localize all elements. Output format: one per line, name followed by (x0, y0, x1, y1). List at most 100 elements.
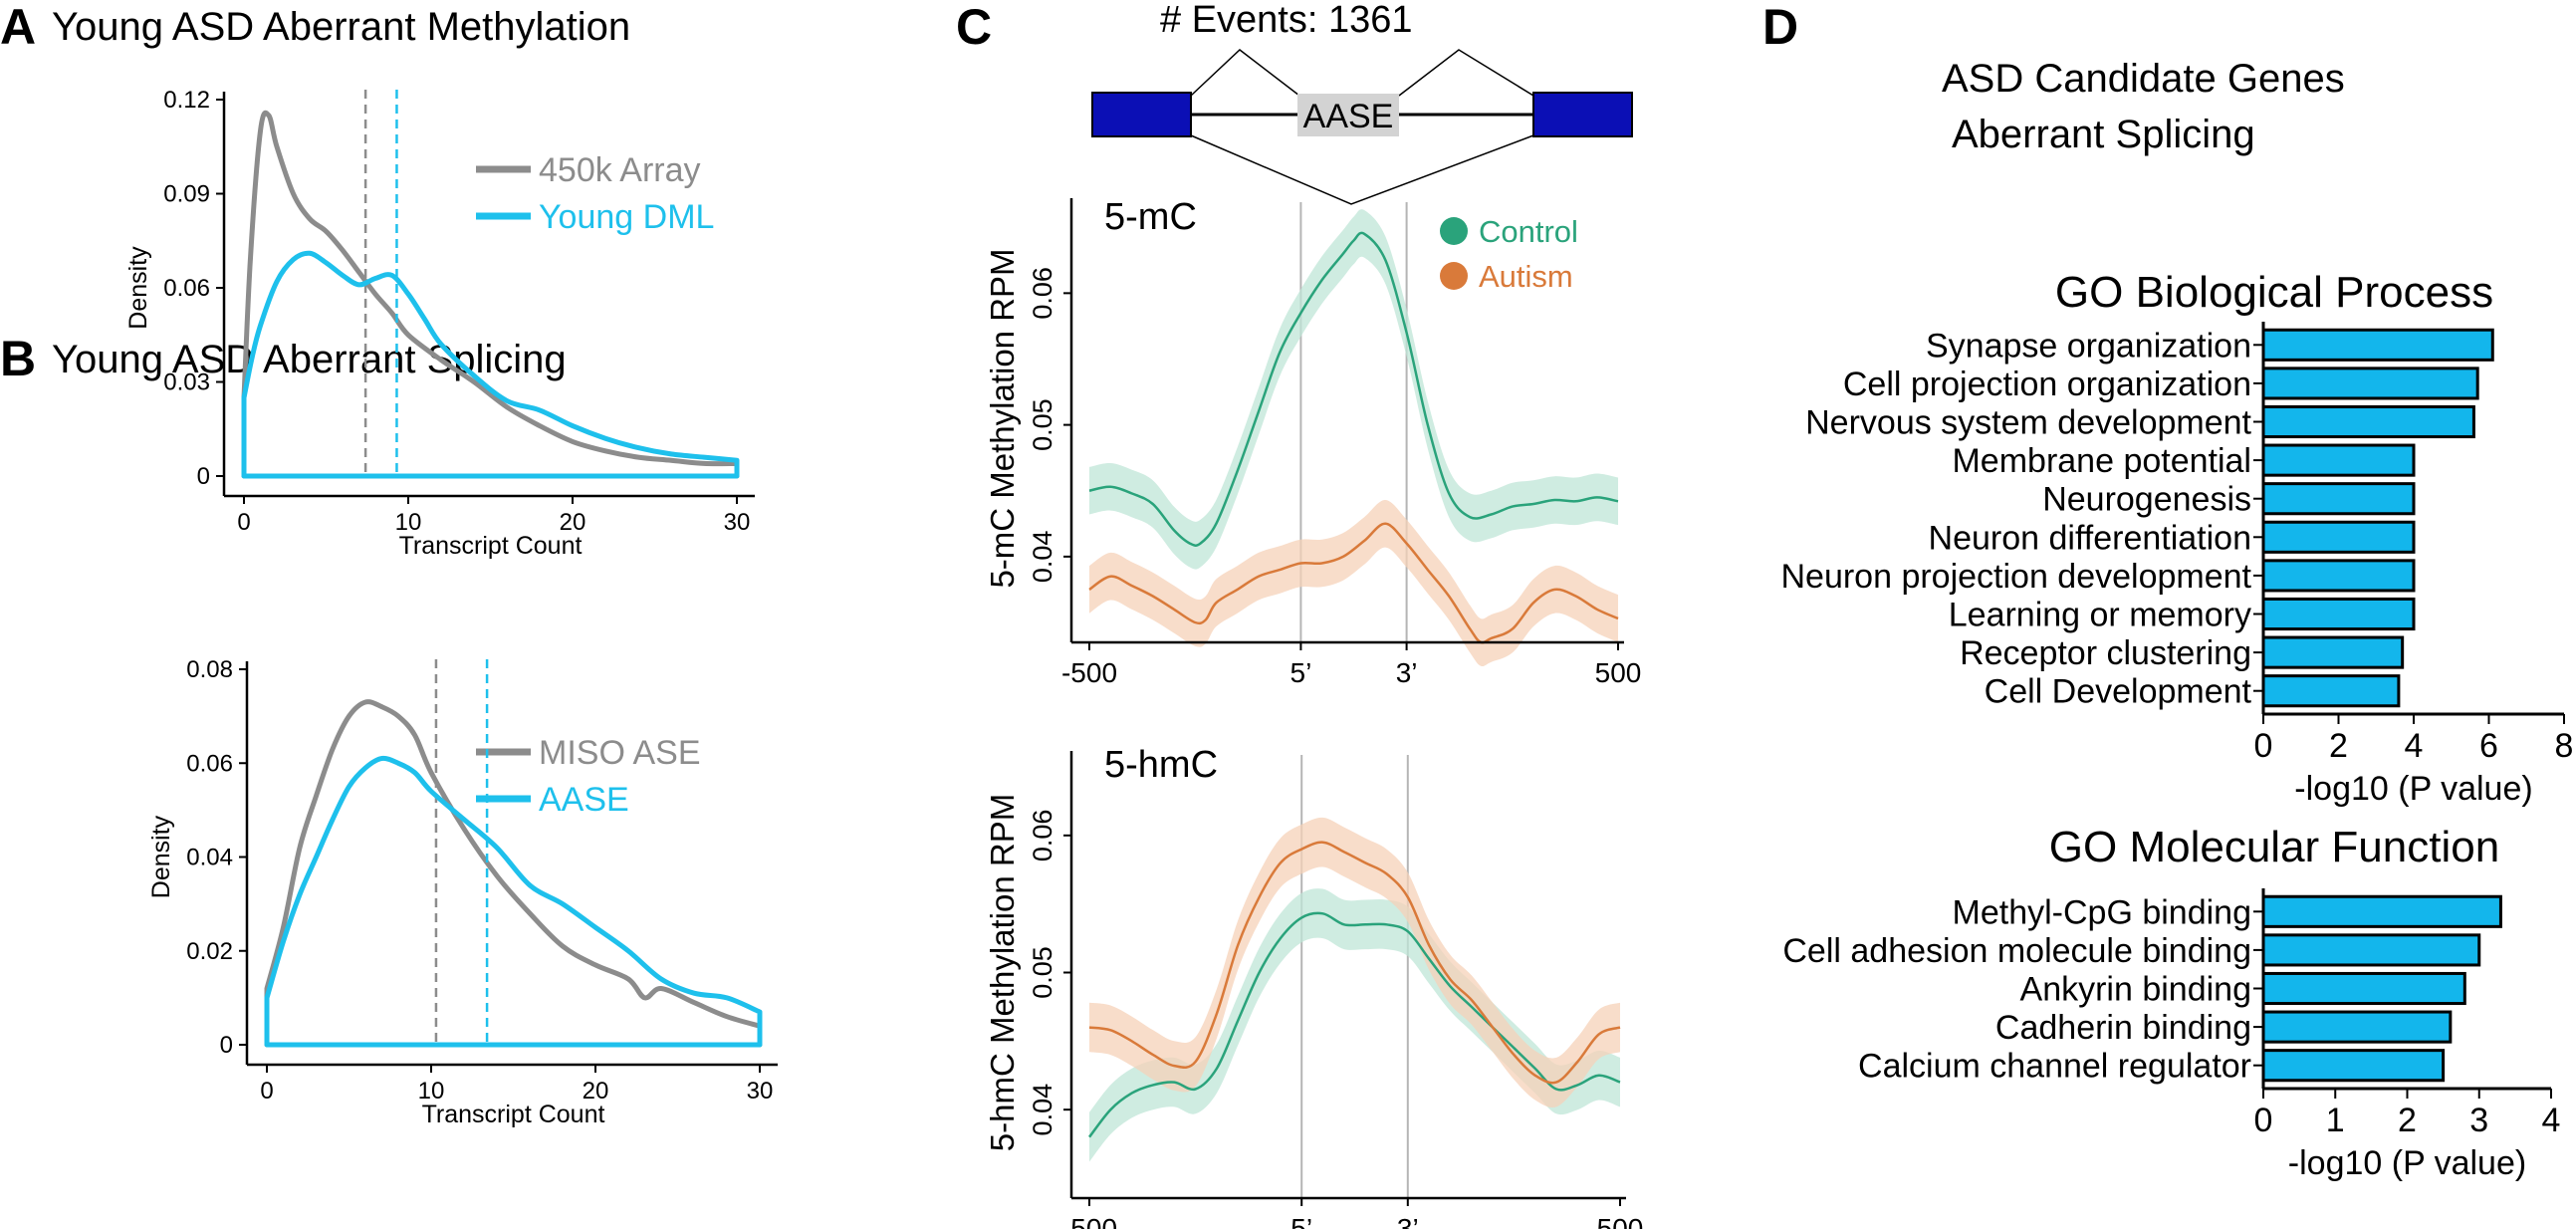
bar (2261, 328, 2494, 362)
aase-exon (1297, 94, 1399, 136)
exon-left (1091, 92, 1192, 137)
x-tick-label: 4 (2405, 727, 2424, 765)
category-label: Neuron projection development (1780, 558, 2251, 596)
track-label: 5-hmC (1104, 744, 1218, 786)
panel-letter-b: B (0, 331, 36, 386)
x-tick-label: 0 (2254, 727, 2273, 765)
y-tick-label: 0.03 (163, 369, 210, 396)
bar (2261, 674, 2401, 708)
x-axis-label: Transcript Count (399, 532, 583, 560)
x-tick-label: 1 (2326, 1102, 2345, 1139)
legend-marker (1440, 262, 1468, 290)
bar (2261, 404, 2475, 439)
x-tick-label: 3 (2469, 1102, 2488, 1139)
x-axis-label: -log10 (P value) (2288, 1144, 2526, 1182)
density-line-450k-array (241, 110, 740, 479)
density-line-young-dml (241, 250, 740, 479)
x-tick-label: 5’ (1290, 1213, 1312, 1229)
bar (2261, 520, 2416, 554)
y-tick-label: 0.04 (1028, 531, 1057, 584)
skipping-junction (1190, 134, 1534, 205)
confidence-band-autism (1089, 817, 1620, 1108)
category-label: Cell adhesion molecule binding (1782, 932, 2251, 970)
chart-panel-c-5mc: 0.04 0.05 0.06 -500 5’ 3’ 500 5-mC 5-mC Methylat… (984, 196, 1641, 688)
confidence-band-control (1089, 888, 1620, 1162)
y-axis-label: Density (124, 246, 152, 330)
x-tick-label: 6 (2479, 727, 2498, 765)
x-tick-label: 500 (1597, 1213, 1644, 1229)
y-tick-label: 0 (197, 463, 210, 490)
y-tick-label: 0.04 (1028, 1084, 1057, 1136)
x-tick-label: 2 (2329, 727, 2348, 765)
bar (2261, 635, 2405, 669)
density-line-aase (264, 755, 763, 1048)
x-tick-label: 30 (747, 1078, 774, 1105)
category-label: Methyl-CpG binding (1953, 893, 2251, 931)
x-tick-label: 10 (418, 1078, 445, 1105)
x-tick-label: 4 (2542, 1102, 2561, 1139)
y-tick-label: 0.09 (163, 181, 210, 208)
legend-label: MISO ASE (539, 734, 701, 772)
bar (2261, 933, 2481, 967)
y-tick-label: 0.06 (163, 275, 210, 302)
category-label: Cadherin binding (1995, 1009, 2251, 1047)
bar (2261, 559, 2416, 593)
y-axis-label: 5-mC Methylation RPM (984, 248, 1021, 588)
exon-right (1532, 92, 1633, 137)
legend-label: 450k Array (539, 151, 701, 189)
y-axis-label: Density (147, 815, 175, 898)
chart-panel-b: 0 0.02 0.04 0.06 0.08 0 10 20 30 Transcript Count… (147, 656, 778, 1128)
y-tick-label: 0 (220, 1032, 233, 1059)
legend-marker (1440, 217, 1468, 245)
x-tick-label: 0 (2254, 1102, 2273, 1139)
panel-b-title: Young ASD Aberrant Splicing (52, 338, 567, 381)
x-axis-label: Transcript Count (422, 1101, 605, 1128)
y-tick-label: 0.06 (1028, 267, 1057, 320)
panel-letter-a: A (0, 0, 36, 55)
inclusion-junction-right (1398, 49, 1534, 97)
y-tick-label: 0.06 (186, 750, 233, 777)
x-tick-label: 0 (260, 1078, 273, 1105)
category-label: Membrane potential (1952, 442, 2251, 480)
profile-line-autism (1088, 841, 1621, 1085)
legend-label: Control (1479, 214, 1578, 249)
chart-panel-a: 0 0.03 0.06 0.09 0.12 0 10 20 30 Transcript Count… (124, 87, 755, 560)
aase-label: AASE (1303, 98, 1394, 135)
x-tick-label: 0 (237, 509, 250, 536)
y-tick-label: 0.12 (163, 87, 210, 114)
x-axis-label: -log10 (P value) (2294, 770, 2532, 808)
x-tick-label: 10 (395, 509, 422, 536)
x-tick-label: -500 (1061, 1213, 1117, 1229)
legend-label: AASE (539, 781, 629, 819)
inclusion-junction-left (1190, 49, 1300, 97)
category-label: Nervous system development (1805, 404, 2251, 442)
chart-title: GO Biological Process (2055, 268, 2493, 317)
panel-a-title: Young ASD Aberrant Methylation (52, 5, 630, 49)
x-tick-label: 500 (1595, 657, 1642, 688)
x-tick-label: 5’ (1290, 657, 1312, 688)
panel-d-title-line2: Aberrant Splicing (1952, 113, 2255, 156)
x-tick-label: 20 (583, 1078, 609, 1105)
category-label: Ankyrin binding (2020, 971, 2251, 1009)
x-tick-label: 2 (2398, 1102, 2417, 1139)
x-tick-label: 8 (2555, 727, 2574, 765)
bar (2261, 597, 2416, 631)
chart-panel-c-5hmc: 0.04 0.05 0.06 -500 5’ 3’ 500 5-hmC 5-hmC Methyl… (984, 744, 1643, 1229)
bar (2261, 367, 2479, 400)
category-label: Cell Development (1985, 673, 2252, 711)
category-label: Calcium channel regulator (1858, 1048, 2251, 1086)
category-label: Cell projection organization (1843, 366, 2251, 403)
category-label: Neurogenesis (2042, 481, 2251, 519)
y-tick-label: 0.02 (186, 938, 233, 965)
panel-d-title-line1: ASD Candidate Genes (1942, 57, 2345, 101)
bar (2261, 1049, 2446, 1083)
bar (2261, 971, 2466, 1006)
profile-line-control (1088, 231, 1619, 547)
y-tick-label: 0.05 (1028, 946, 1057, 999)
category-label: Neuron differentiation (1929, 519, 2251, 557)
category-label: Receptor clustering (1960, 634, 2251, 672)
legend-label: Young DML (539, 198, 714, 236)
chart-panel-d-biological-process: GO Biological Process Synapse organizatio… (1780, 268, 2573, 808)
